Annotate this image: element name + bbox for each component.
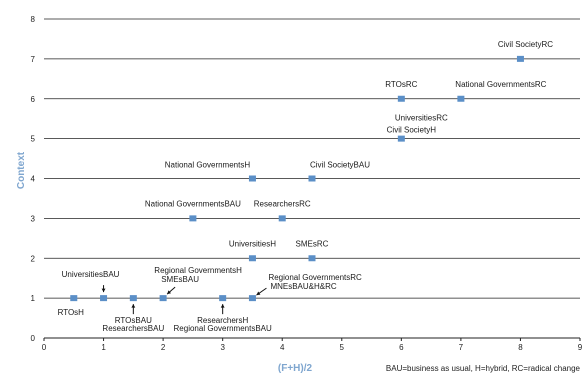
x-tick-label: 8 <box>518 343 523 352</box>
label-arrowhead <box>167 290 172 295</box>
point-label: Regional GovernmentsBAU <box>174 324 272 333</box>
label-arrowhead <box>256 291 261 296</box>
x-tick-label: 2 <box>161 343 166 352</box>
data-point-marker <box>397 95 405 102</box>
data-point-marker <box>278 215 286 222</box>
data-point-marker <box>248 255 256 262</box>
data-point-marker <box>70 295 78 302</box>
x-tick-label: 7 <box>459 343 464 352</box>
label-arrowhead <box>101 288 106 293</box>
y-tick-label: 6 <box>31 95 36 104</box>
point-label: National GovernmentsH <box>165 161 251 170</box>
data-point-marker <box>248 295 256 302</box>
point-label: National GovernmentsRC <box>455 80 546 89</box>
y-tick-label: 7 <box>31 55 36 64</box>
y-tick-label: 0 <box>31 334 36 343</box>
data-point-marker <box>397 135 405 142</box>
x-tick-label: 3 <box>220 343 225 352</box>
point-label: ResearchersH <box>197 316 248 325</box>
data-point-marker <box>219 295 227 302</box>
point-label: Regional GovernmentsRC <box>268 273 362 282</box>
x-tick-label: 6 <box>399 343 404 352</box>
point-label: SMEsBAU <box>161 275 199 284</box>
x-tick-label: 9 <box>578 343 583 352</box>
y-tick-label: 5 <box>31 135 36 144</box>
data-point-marker <box>308 255 316 262</box>
point-label: MNEsBAU&H&RC <box>270 282 336 291</box>
label-arrowhead <box>131 304 136 308</box>
x-tick-label: 0 <box>42 343 47 352</box>
data-point-marker <box>129 295 137 302</box>
y-tick-label: 1 <box>31 294 36 303</box>
point-label: UniversitiesRC <box>395 114 448 123</box>
point-label: Regional GovernmentsH <box>154 266 242 275</box>
x-tick-label: 1 <box>101 343 106 352</box>
x-tick-label: 4 <box>280 343 285 352</box>
x-axis-title: (F+H)/2 <box>278 363 313 374</box>
point-label: RTOsRC <box>385 80 417 89</box>
point-label: Civil SocietyH <box>387 126 437 135</box>
y-axis-title: Context <box>16 151 27 189</box>
point-label: Civil SocietyRC <box>498 40 553 49</box>
data-point-marker <box>100 295 108 302</box>
data-point-marker <box>457 95 465 102</box>
point-label: ResearchersRC <box>254 199 311 208</box>
y-tick-label: 3 <box>31 214 36 223</box>
data-point-marker <box>189 215 197 222</box>
x-tick-label: 5 <box>340 343 345 352</box>
point-label: ResearchersBAU <box>102 324 164 333</box>
point-label: National GovernmentsBAU <box>145 199 241 208</box>
data-point-marker <box>159 295 167 302</box>
y-tick-label: 2 <box>31 254 36 263</box>
footnote: BAU=business as usual, H=hybrid, RC=radi… <box>386 364 581 373</box>
point-label: RTOsH <box>58 308 85 317</box>
data-point-marker <box>516 55 524 62</box>
point-label: SMEsRC <box>296 239 329 248</box>
point-label: UniversitiesBAU <box>62 270 120 279</box>
y-tick-label: 4 <box>31 175 36 184</box>
y-tick-label: 8 <box>31 15 36 24</box>
data-point-marker <box>248 175 256 182</box>
label-arrowhead <box>220 304 225 308</box>
point-label: UniversitiesH <box>229 239 276 248</box>
point-label: Civil SocietyBAU <box>310 161 370 170</box>
data-point-marker <box>308 175 316 182</box>
point-label: RTOsBAU <box>115 316 152 325</box>
